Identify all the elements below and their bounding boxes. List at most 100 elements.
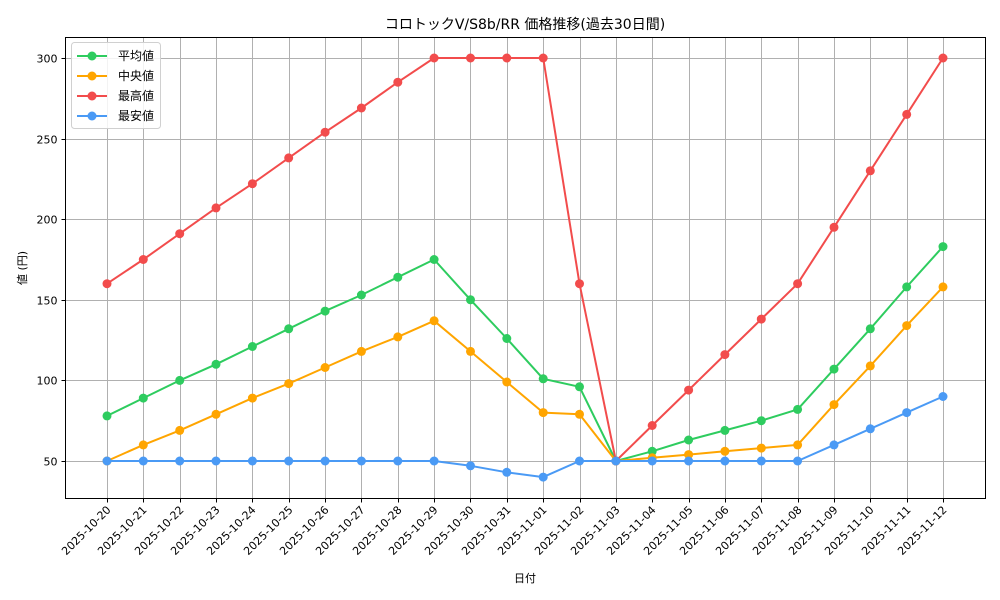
data-point <box>829 364 839 374</box>
data-point <box>575 456 584 466</box>
data-point <box>393 332 403 342</box>
grid <box>65 37 986 499</box>
data-point <box>502 334 512 343</box>
legend-label: 最高値 <box>118 88 154 103</box>
series-1 <box>102 282 948 466</box>
data-point <box>138 456 148 466</box>
data-point <box>829 400 839 410</box>
data-point <box>829 222 839 232</box>
data-point <box>902 321 912 331</box>
data-point <box>175 425 185 435</box>
data-point <box>720 456 730 466</box>
data-point <box>320 456 330 466</box>
data-point <box>647 421 657 430</box>
y-tick-label: 200 <box>37 214 58 227</box>
data-point <box>720 350 730 360</box>
data-point <box>538 472 548 482</box>
data-point <box>684 456 694 466</box>
x-axis-label: 日付 <box>514 572 536 585</box>
series-0 <box>102 242 948 466</box>
data-point <box>793 279 803 289</box>
data-point <box>466 346 475 356</box>
data-point <box>502 53 512 63</box>
series-line <box>107 395 944 479</box>
series-3 <box>102 392 948 482</box>
legend-marker-icon <box>87 111 97 121</box>
data-point <box>756 443 766 453</box>
data-point <box>756 456 766 466</box>
data-point <box>938 242 948 252</box>
legend-label: 平均値 <box>118 48 154 63</box>
data-point <box>429 316 439 326</box>
data-point <box>429 53 439 63</box>
data-point <box>211 359 221 369</box>
y-tick-label: 150 <box>37 295 58 308</box>
data-point <box>320 127 330 137</box>
data-point <box>502 377 512 387</box>
data-point <box>393 77 403 87</box>
data-point <box>538 53 548 63</box>
series-line <box>106 286 944 462</box>
data-point <box>247 393 257 403</box>
data-point <box>575 382 584 392</box>
data-point <box>284 456 294 466</box>
legend-label: 中央値 <box>118 68 154 83</box>
y-tick-label: 50 <box>44 456 58 469</box>
y-tick-label: 250 <box>37 134 58 147</box>
data-point <box>320 306 330 316</box>
data-point <box>175 229 185 239</box>
data-point <box>756 416 766 426</box>
data-point <box>393 456 403 466</box>
data-point <box>356 456 366 466</box>
data-point <box>247 456 257 466</box>
data-point <box>102 279 112 289</box>
legend-item: 中央値 <box>77 68 154 83</box>
data-point <box>538 374 548 384</box>
data-point <box>429 255 439 264</box>
data-point <box>502 467 512 477</box>
legend-box <box>71 42 161 129</box>
data-point <box>829 440 839 450</box>
data-point <box>356 103 366 113</box>
legend-item: 平均値 <box>77 48 154 63</box>
data-point <box>902 109 912 119</box>
data-point <box>756 314 766 324</box>
data-point <box>175 456 185 466</box>
series-line <box>106 57 944 462</box>
data-point <box>284 324 294 334</box>
data-point <box>902 282 912 292</box>
data-point <box>647 456 657 466</box>
legend-item: 最高値 <box>77 88 154 103</box>
data-point <box>938 282 948 292</box>
data-point <box>793 404 803 414</box>
data-point <box>247 342 257 351</box>
series-2 <box>102 53 948 466</box>
data-point <box>865 361 875 371</box>
legend-item: 最安値 <box>77 108 154 123</box>
x-axis: 2025-10-202025-10-212025-10-222025-10-23… <box>59 498 950 558</box>
data-point <box>211 203 221 213</box>
data-point <box>938 392 948 401</box>
data-point <box>356 346 366 356</box>
data-point <box>538 408 548 418</box>
data-point <box>793 440 803 450</box>
data-point <box>938 53 948 63</box>
series-line <box>106 245 944 462</box>
data-point <box>720 425 730 435</box>
data-point <box>684 450 694 460</box>
legend-label: 最安値 <box>118 108 154 123</box>
data-point <box>466 295 475 305</box>
data-point <box>138 255 148 264</box>
data-point <box>865 424 875 434</box>
y-tick-label: 100 <box>37 375 58 388</box>
data-point <box>684 385 694 395</box>
y-tick-label: 300 <box>37 53 58 66</box>
series-lines <box>102 53 948 482</box>
data-point <box>466 53 475 63</box>
data-point <box>466 461 475 471</box>
y-axis: 50 100 150 200 250 300 <box>37 53 66 469</box>
y-axis-label: 値 (円) <box>16 251 29 285</box>
data-point <box>429 456 439 466</box>
data-point <box>611 456 621 466</box>
